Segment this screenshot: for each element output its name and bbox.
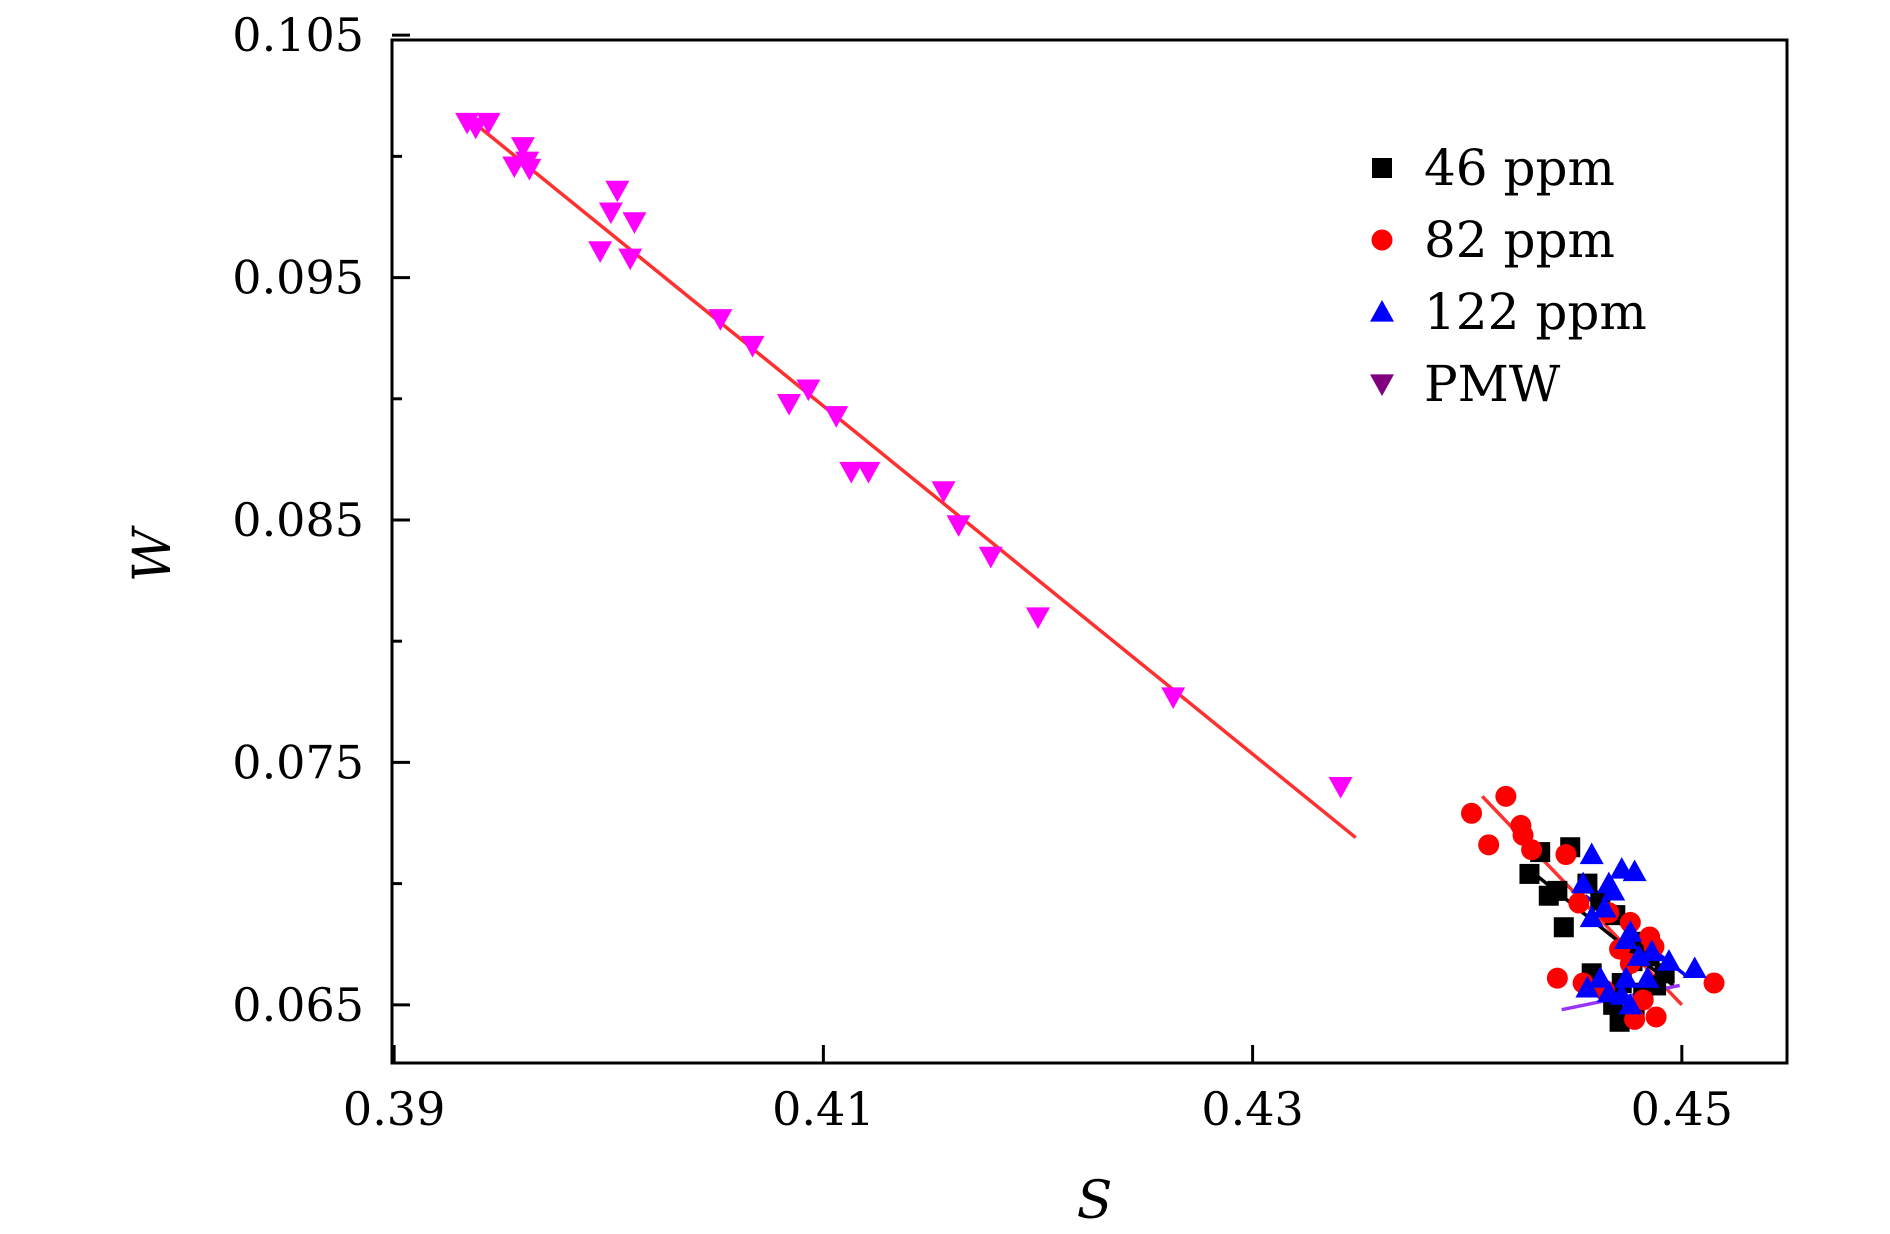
legend-label: PMW — [1424, 355, 1561, 413]
data-point — [463, 117, 488, 140]
data-point — [1575, 975, 1600, 998]
y-tick-label: 0.075 — [232, 735, 364, 789]
data-point — [1622, 859, 1647, 882]
data-point — [1546, 967, 1568, 989]
data-point — [777, 394, 802, 416]
data-point — [1555, 844, 1577, 866]
data-point — [1601, 878, 1626, 901]
data-point — [618, 248, 643, 271]
data-point — [1656, 949, 1681, 971]
data-point — [1682, 956, 1707, 979]
data-point — [1592, 895, 1617, 918]
y-tick-label: 0.095 — [232, 251, 364, 305]
data-point — [1618, 992, 1643, 1015]
data-point — [1478, 834, 1500, 856]
data-point — [1588, 966, 1613, 988]
legend: 46 ppm 82 ppm 122 ppm PMW — [1370, 139, 1647, 413]
legend-label: 46 ppm — [1424, 139, 1615, 197]
data-point — [978, 546, 1003, 569]
legend-marker — [1370, 300, 1394, 322]
data-point — [1328, 777, 1353, 799]
data-point — [796, 379, 821, 402]
data-point — [1579, 905, 1604, 928]
legend-label: 122 ppm — [1424, 283, 1647, 341]
data-point — [1568, 892, 1590, 914]
x-tick-label: 0.45 — [1631, 1082, 1733, 1136]
data-point — [1645, 1006, 1667, 1028]
data-point — [1579, 842, 1604, 865]
axes-layer: 0.39 0.41 0.43 0.45 0.065 0.075 0.085 0.095 0.10… — [232, 8, 1733, 1136]
legend-marker — [1371, 229, 1393, 251]
data-point — [1025, 607, 1050, 629]
y-tick-label: 0.105 — [232, 8, 364, 62]
data-point — [1635, 966, 1660, 988]
data-point — [517, 158, 542, 181]
data-point — [856, 461, 881, 484]
data-point — [1571, 871, 1596, 894]
data-points-layer — [455, 112, 1725, 1032]
legend-marker — [1372, 158, 1392, 178]
data-point — [510, 137, 535, 159]
data-point — [1461, 802, 1483, 824]
data-point — [1614, 927, 1639, 949]
data-point — [946, 515, 971, 537]
data-point — [598, 202, 623, 225]
x-tick-label: 0.43 — [1201, 1082, 1303, 1136]
data-point — [1553, 917, 1574, 938]
data-point — [605, 180, 630, 203]
data-point — [708, 309, 733, 331]
data-point — [931, 481, 956, 503]
fit-line — [472, 121, 1357, 839]
y-tick-label: 0.065 — [232, 978, 364, 1032]
data-point — [839, 461, 864, 484]
data-point — [1161, 687, 1186, 709]
data-point — [588, 241, 613, 263]
y-tick-label: 0.085 — [232, 493, 364, 547]
data-point — [824, 406, 849, 428]
y-axis-title: W — [123, 525, 183, 582]
data-point — [622, 212, 647, 234]
data-point — [1521, 839, 1543, 861]
x-tick-label: 0.41 — [772, 1082, 874, 1136]
legend-label: 82 ppm — [1424, 211, 1615, 269]
data-point — [1519, 863, 1540, 884]
data-point — [1639, 939, 1664, 962]
legend-marker — [1370, 374, 1394, 396]
data-point — [1538, 885, 1559, 906]
data-point — [740, 335, 765, 358]
data-point — [1626, 944, 1651, 966]
x-tick-label: 0.39 — [343, 1082, 445, 1136]
plot-frame — [390, 38, 1789, 1065]
data-point — [1614, 966, 1639, 988]
data-point — [1703, 972, 1725, 994]
x-axis-title: S — [1077, 1171, 1113, 1229]
data-point — [1632, 989, 1654, 1011]
data-point — [1495, 785, 1517, 807]
